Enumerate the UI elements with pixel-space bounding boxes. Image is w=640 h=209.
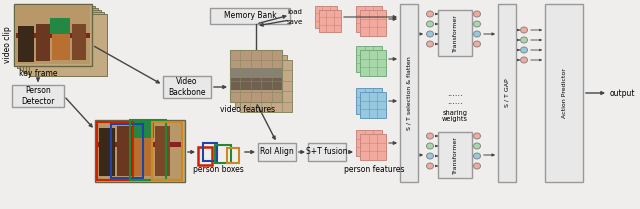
Ellipse shape	[520, 47, 527, 53]
Ellipse shape	[426, 21, 433, 27]
Bar	[26, 12, 104, 74]
Bar	[356, 46, 382, 72]
Ellipse shape	[520, 57, 527, 63]
Bar	[198, 147, 212, 165]
Bar	[23, 10, 101, 72]
Bar	[95, 120, 185, 182]
Bar	[14, 4, 92, 66]
Bar	[17, 6, 95, 68]
Bar	[315, 6, 337, 28]
Bar	[498, 4, 516, 182]
Bar	[134, 124, 152, 176]
Ellipse shape	[474, 133, 481, 139]
Text: S+T fusion: S+T fusion	[307, 148, 348, 157]
Ellipse shape	[520, 37, 527, 43]
Text: Transformer: Transformer	[452, 14, 458, 52]
Bar	[97, 122, 133, 180]
Text: Action Predictor: Action Predictor	[561, 68, 566, 118]
Bar	[356, 88, 382, 114]
Bar	[203, 143, 217, 161]
Bar	[155, 126, 170, 176]
Ellipse shape	[474, 31, 481, 37]
Bar	[230, 50, 282, 102]
Bar	[210, 8, 290, 24]
Bar	[240, 60, 292, 112]
Bar	[99, 128, 115, 176]
Bar	[72, 24, 86, 60]
Text: S / T GAP: S / T GAP	[504, 79, 509, 107]
Bar	[400, 4, 418, 182]
Bar	[117, 126, 132, 176]
Bar	[360, 10, 386, 36]
Ellipse shape	[474, 163, 481, 169]
Ellipse shape	[426, 31, 433, 37]
Bar	[230, 78, 282, 90]
Ellipse shape	[426, 11, 433, 17]
Ellipse shape	[474, 143, 481, 149]
Bar	[230, 50, 282, 102]
Bar	[215, 145, 231, 163]
Bar	[360, 50, 386, 76]
Text: S / T selection & flatten: S / T selection & flatten	[406, 56, 412, 130]
Bar	[356, 130, 382, 156]
Bar	[360, 134, 386, 160]
Ellipse shape	[426, 133, 433, 139]
Bar	[258, 143, 296, 161]
Bar	[227, 148, 239, 163]
Text: sharing
weights: sharing weights	[442, 110, 468, 122]
Ellipse shape	[426, 143, 433, 149]
Bar	[319, 10, 341, 32]
Bar	[360, 92, 386, 118]
Bar	[50, 18, 70, 34]
Ellipse shape	[426, 153, 433, 159]
Text: video features: video features	[220, 104, 276, 113]
Bar	[308, 143, 346, 161]
Bar	[163, 76, 211, 98]
Bar	[230, 68, 282, 78]
Bar	[18, 26, 34, 62]
Text: Transformer: Transformer	[452, 136, 458, 174]
Bar	[356, 6, 382, 32]
Text: Memory Bank: Memory Bank	[224, 11, 276, 20]
Text: RoI Align: RoI Align	[260, 148, 294, 157]
Bar	[130, 120, 166, 180]
Ellipse shape	[474, 153, 481, 159]
Ellipse shape	[520, 27, 527, 33]
Ellipse shape	[426, 163, 433, 169]
Bar	[20, 8, 98, 70]
Bar	[235, 55, 287, 107]
Bar	[29, 14, 107, 76]
Bar	[52, 22, 70, 60]
Text: Video
Backbone: Video Backbone	[168, 77, 205, 97]
Bar	[438, 10, 472, 56]
Text: load: load	[287, 9, 303, 15]
Ellipse shape	[474, 21, 481, 27]
Bar	[36, 24, 50, 61]
Text: ......: ......	[447, 89, 463, 98]
Bar	[230, 50, 282, 102]
Text: ......: ......	[447, 98, 463, 107]
Text: save: save	[287, 19, 303, 25]
Text: key frame: key frame	[19, 69, 57, 78]
Bar	[152, 122, 182, 180]
Bar	[16, 6, 90, 64]
Ellipse shape	[426, 41, 433, 47]
Bar	[438, 132, 472, 178]
Bar	[12, 85, 64, 107]
Bar	[111, 124, 143, 178]
Text: person features: person features	[344, 166, 404, 175]
Text: output: output	[609, 88, 635, 98]
Bar	[545, 4, 583, 182]
Bar	[97, 122, 183, 180]
Ellipse shape	[474, 41, 481, 47]
Bar	[97, 142, 183, 147]
Text: Person
Detector: Person Detector	[21, 86, 54, 106]
Bar	[132, 120, 154, 138]
Ellipse shape	[474, 11, 481, 17]
Bar	[16, 33, 90, 38]
Text: person boxes: person boxes	[193, 166, 243, 175]
Text: video clip: video clip	[3, 27, 12, 63]
